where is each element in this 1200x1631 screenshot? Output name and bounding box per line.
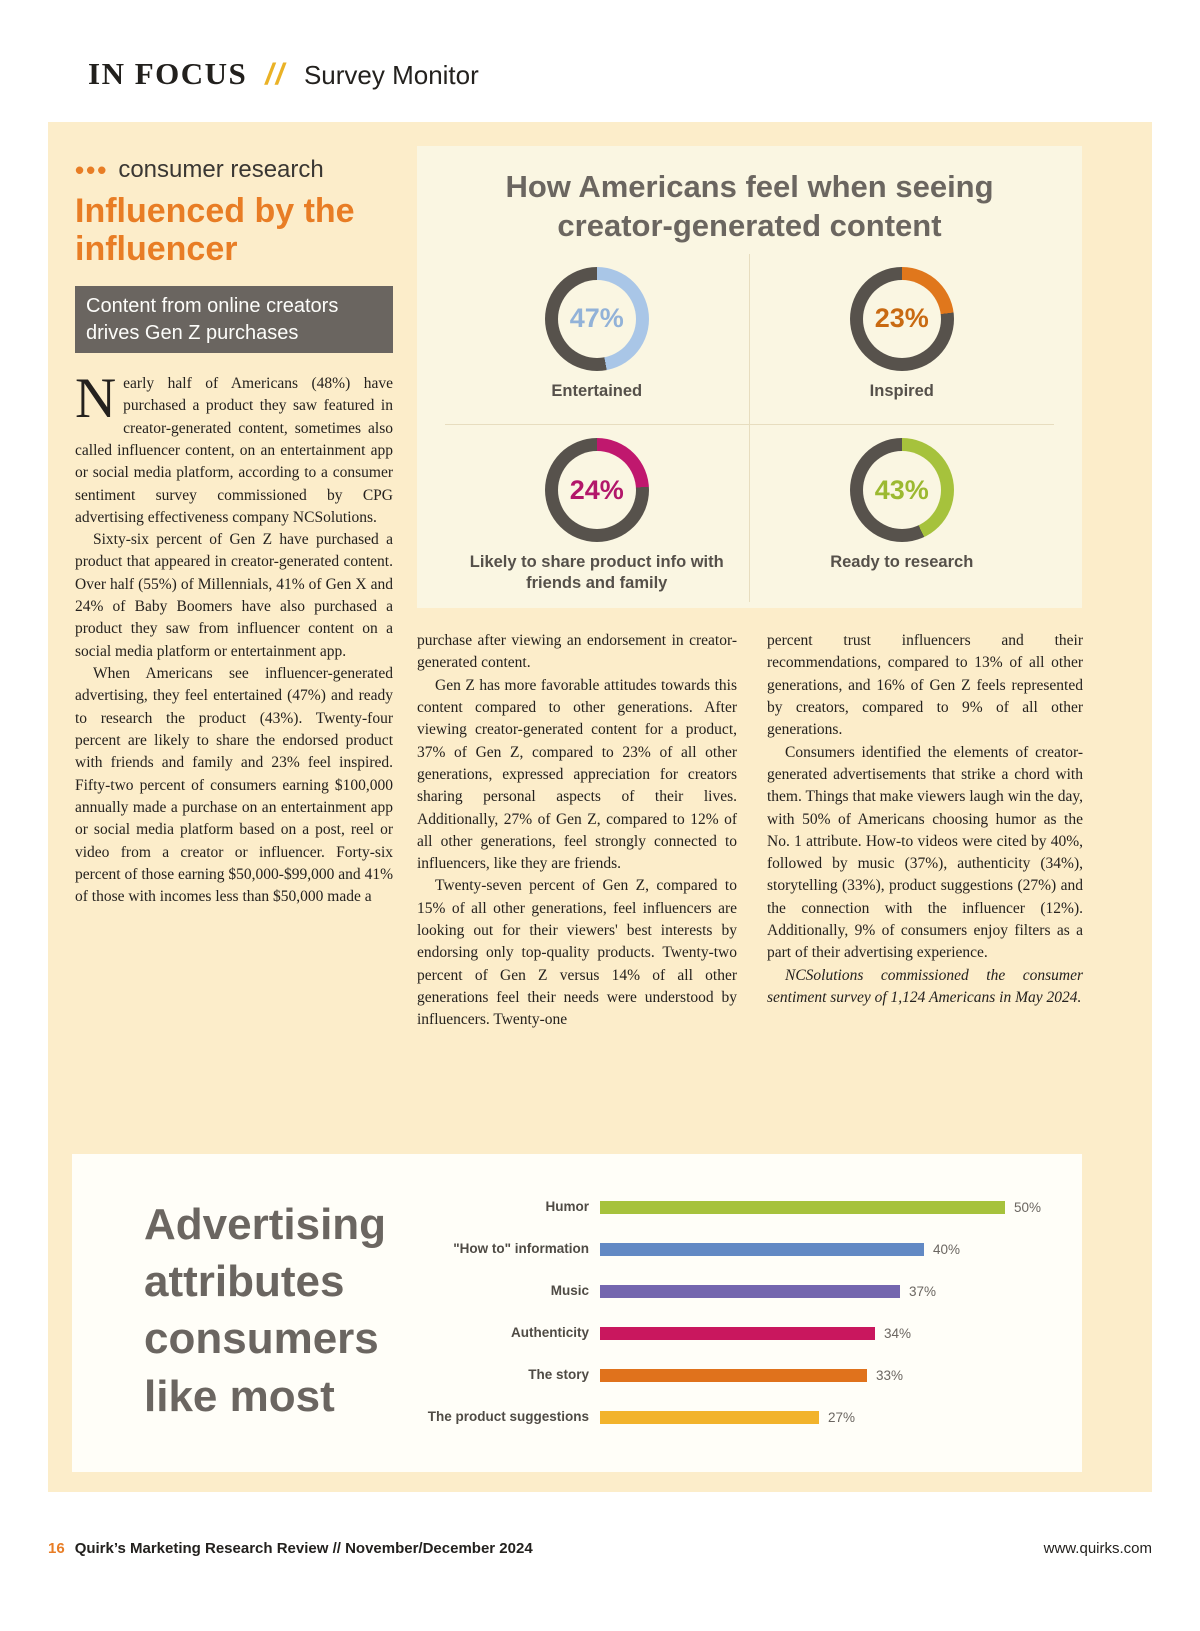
donut-label-inspired: Inspired (869, 381, 934, 400)
bar-chart-panel: Advertising attributes consumers like mo… (72, 1154, 1082, 1472)
page-footer: 16 Quirk’s Marketing Research Review // … (48, 1540, 1152, 1557)
body-paragraph: When Americans see influencer-generated … (75, 665, 393, 906)
body-paragraph: Consumers identified the elements of cre… (767, 743, 1083, 962)
bar-value-label: 27% (828, 1409, 856, 1425)
drop-cap: N (75, 366, 117, 430)
donut-value-likely-to-share: 24% (569, 474, 624, 505)
donut-chart-panel: How Americans feel when seeing creator-g… (417, 146, 1082, 608)
methodology-note: NCSolutions commissioned the consumer se… (767, 966, 1083, 1006)
kicker-label: consumer research (118, 156, 324, 183)
slashes-decoration-icon: // (265, 58, 286, 91)
bar-chart-title: Advertising attributes consumers like mo… (144, 1200, 387, 1421)
bar-category-label: The story (528, 1367, 589, 1383)
bar-row-humor: Humor 50% (422, 1186, 1066, 1228)
bar-humor (600, 1200, 1005, 1214)
donut-hole: 23% (862, 279, 941, 358)
bar-how-to (600, 1242, 924, 1256)
bar-value-label: 34% (884, 1325, 912, 1341)
bullet-dots-icon: ••• (75, 155, 109, 185)
donut-label-ready-to-research: Ready to research (830, 553, 974, 572)
body-paragraph: purchase after viewing an endorsement in… (417, 632, 737, 672)
bar-row-product-suggestions: The product suggestions 27% (422, 1396, 1066, 1438)
in-focus-label: IN FOCUS (88, 56, 248, 91)
bar-value-label: 37% (909, 1283, 937, 1299)
bar-value-label: 40% (933, 1241, 961, 1257)
bar-row-authenticity: Authenticity 34% (422, 1312, 1066, 1354)
article-middle-column: purchase after viewing an endorsement in… (417, 630, 737, 1032)
bar-authenticity (600, 1326, 875, 1340)
bar-row-the-story: The story 33% (422, 1354, 1066, 1396)
footer-left: 16 Quirk’s Marketing Research Review // … (48, 1540, 533, 1557)
body-paragraph: percent trust influencers and their reco… (767, 632, 1083, 739)
bar-product-suggestions (600, 1410, 819, 1424)
paragraph-text: early half of Americans (48%) have purch… (75, 374, 393, 526)
body-paragraph: Gen Z has more favorable attitudes towar… (417, 676, 737, 873)
bar-category-label: Music (550, 1283, 589, 1299)
body-paragraph: Sixty-six percent of Gen Z have purchase… (75, 531, 393, 660)
bar-category-label: "How to" information (453, 1241, 589, 1257)
donut-ring-ready-to-research: 43% (849, 438, 954, 543)
body-paragraph: Twenty-seven percent of Gen Z, compared … (417, 877, 737, 1029)
bar-row-music: Music 37% (422, 1270, 1066, 1312)
bar-music (600, 1284, 900, 1298)
bar-row-how-to: "How to" information 40% (422, 1228, 1066, 1270)
bar-chart: Humor 50% "How to" information 40% Music… (422, 1186, 1066, 1438)
donut-label-likely-to-share: Likely to share product info with friend… (469, 553, 724, 592)
donut-label-entertained: Entertained (551, 381, 643, 400)
bar-the-story (600, 1368, 867, 1382)
kicker: ••• consumer research (75, 156, 393, 184)
bar-value-label: 33% (876, 1367, 904, 1383)
article-deck: Content from online creators drives Gen … (75, 286, 393, 353)
donut-ring-likely-to-share: 24% (544, 438, 649, 543)
page-header: IN FOCUS // Survey Monitor (88, 56, 479, 92)
donut-ring-inspired: 23% (849, 266, 954, 371)
donut-ring-entertained: 47% (544, 266, 649, 371)
bar-category-label: Authenticity (510, 1325, 589, 1341)
donut-hole: 47% (557, 279, 636, 358)
article-panel: ••• consumer research Influenced by the … (48, 122, 1152, 1492)
website-link[interactable]: www.quirks.com (1043, 1540, 1152, 1557)
donut-cell-ready-to-research: 43% Ready to research (750, 425, 1055, 601)
bar-category-label: Humor (545, 1199, 590, 1215)
donut-cell-inspired: 23% Inspired (749, 254, 1054, 426)
section-title: Survey Monitor (303, 60, 479, 90)
publication-title: Quirk’s Marketing Research Review // Nov… (74, 1540, 533, 1557)
donut-cell-likely-to-share: 24% Likely to share product info with fr… (445, 425, 750, 602)
donut-cell-entertained: 47% Entertained (445, 253, 750, 426)
donut-value-ready-to-research: 43% (874, 474, 929, 505)
bar-value-label: 50% (1014, 1199, 1042, 1215)
page-number: 16 (48, 1540, 65, 1557)
article-intro-column: ••• consumer research Influenced by the … (75, 156, 393, 908)
article-title: Influenced by the influencer (75, 192, 355, 269)
donut-hole: 43% (862, 451, 941, 530)
donut-chart-title: How Americans feel when seeing creator-g… (505, 169, 994, 243)
bar-category-label: The product suggestions (427, 1409, 589, 1425)
donut-value-inspired: 23% (874, 303, 929, 333)
donut-value-entertained: 47% (569, 303, 624, 333)
article-right-column: percent trust influencers and their reco… (767, 630, 1083, 1009)
donut-hole: 24% (557, 451, 636, 530)
donut-grid: 47% Entertained 23% Inspired (445, 253, 1055, 602)
